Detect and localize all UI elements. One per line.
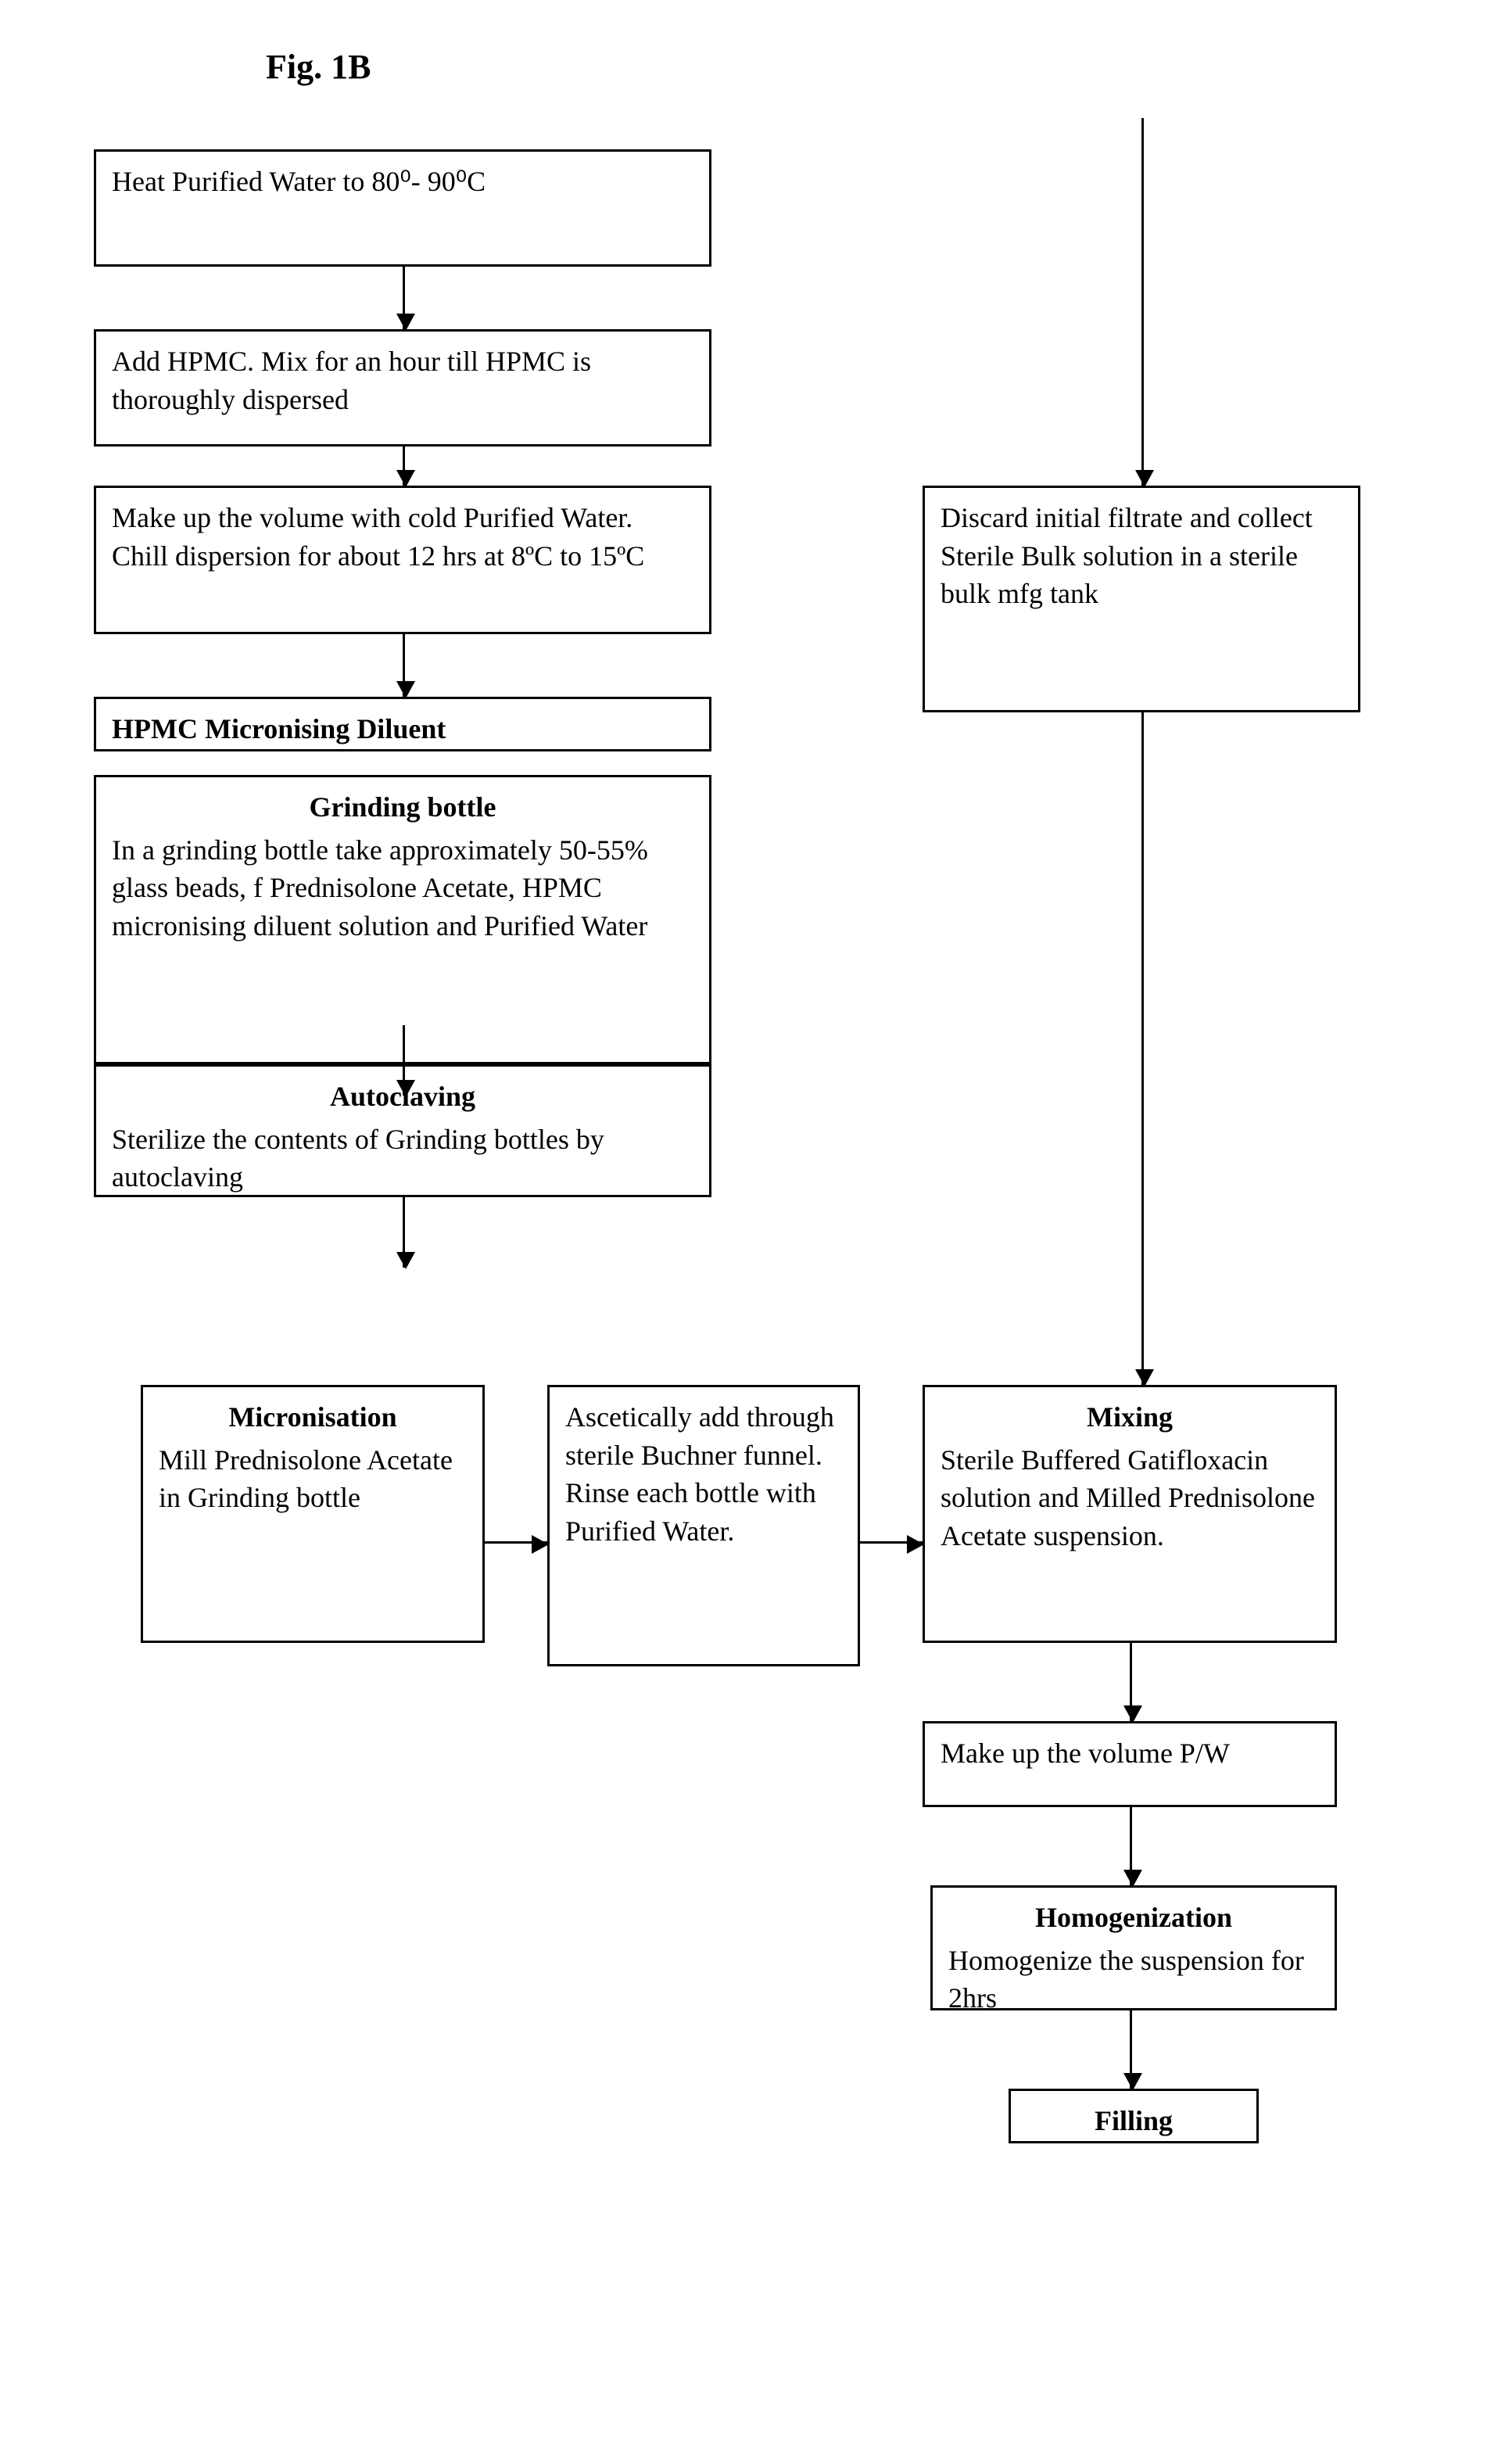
arrow-top-n7 bbox=[1141, 118, 1144, 486]
node-filling: Filling bbox=[1009, 2089, 1259, 2143]
arrow-n5-n6 bbox=[403, 1025, 405, 1096]
arrow-n3-n4 bbox=[403, 634, 405, 697]
node-title: Mixing bbox=[941, 1398, 1319, 1436]
node-text: Add HPMC. Mix for an hour till HPMC is t… bbox=[112, 346, 591, 415]
node-mixing: Mixing Sterile Buffered Gatifloxacin sol… bbox=[923, 1385, 1337, 1643]
arrow-n10-n11 bbox=[1130, 1643, 1132, 1721]
node-add-hpmc: Add HPMC. Mix for an hour till HPMC is t… bbox=[94, 329, 711, 447]
node-micronisation: Micronisation Mill Prednisolone Acetate … bbox=[141, 1385, 485, 1643]
node-title: Micronisation bbox=[159, 1398, 467, 1436]
arrow-n11-n12 bbox=[1130, 1807, 1132, 1885]
node-text: Mill Prednisolone Acetate in Grinding bo… bbox=[159, 1444, 453, 1514]
node-homogenization: Homogenization Homogenize the suspension… bbox=[930, 1885, 1337, 2010]
arrow-n6-down bbox=[403, 1197, 405, 1268]
node-buchner-funnel: Ascetically add through sterile Buchner … bbox=[547, 1385, 860, 1666]
node-title: Homogenization bbox=[948, 1899, 1319, 1937]
node-title: Grinding bottle bbox=[112, 788, 693, 827]
node-text: Make up the volume P/W bbox=[941, 1738, 1230, 1769]
node-hpmc-diluent: HPMC Micronising Diluent bbox=[94, 697, 711, 751]
node-title: HPMC Micronising Diluent bbox=[112, 710, 693, 748]
node-title: Filling bbox=[1027, 2102, 1241, 2140]
node-text: Discard initial filtrate and collect Ste… bbox=[941, 502, 1313, 609]
figure-label: Fig. 1B bbox=[266, 47, 1442, 87]
node-text: Sterilize the contents of Grinding bottl… bbox=[112, 1124, 604, 1193]
node-make-volume: Make up the volume P/W bbox=[923, 1721, 1337, 1807]
arrow-n8-n9 bbox=[485, 1541, 547, 1544]
node-heat-water: Heat Purified Water to 80⁰- 90⁰C bbox=[94, 149, 711, 267]
arrow-n2-n3 bbox=[403, 447, 405, 486]
arrow-n7-n10 bbox=[1141, 712, 1144, 1385]
node-text: Make up the volume with cold Purified Wa… bbox=[112, 502, 644, 572]
arrow-n1-n2 bbox=[403, 267, 405, 329]
node-discard-filtrate: Discard initial filtrate and collect Ste… bbox=[923, 486, 1360, 712]
arrow-n9-n10 bbox=[860, 1541, 923, 1544]
node-text: Heat Purified Water to 80⁰- 90⁰C bbox=[112, 166, 486, 197]
node-grinding-bottle: Grinding bottle In a grinding bottle tak… bbox=[94, 775, 711, 1064]
node-text: Sterile Buffered Gatifloxacin solution a… bbox=[941, 1444, 1315, 1551]
arrow-n12-n13 bbox=[1130, 2010, 1132, 2089]
flowchart-canvas: Heat Purified Water to 80⁰- 90⁰C Add HPM… bbox=[63, 149, 1439, 2417]
node-text: Homogenize the suspension for 2hrs bbox=[948, 1945, 1304, 2014]
node-text: In a grinding bottle take approximately … bbox=[112, 834, 648, 941]
node-chill-dispersion: Make up the volume with cold Purified Wa… bbox=[94, 486, 711, 634]
node-text: Ascetically add through sterile Buchner … bbox=[565, 1401, 834, 1547]
